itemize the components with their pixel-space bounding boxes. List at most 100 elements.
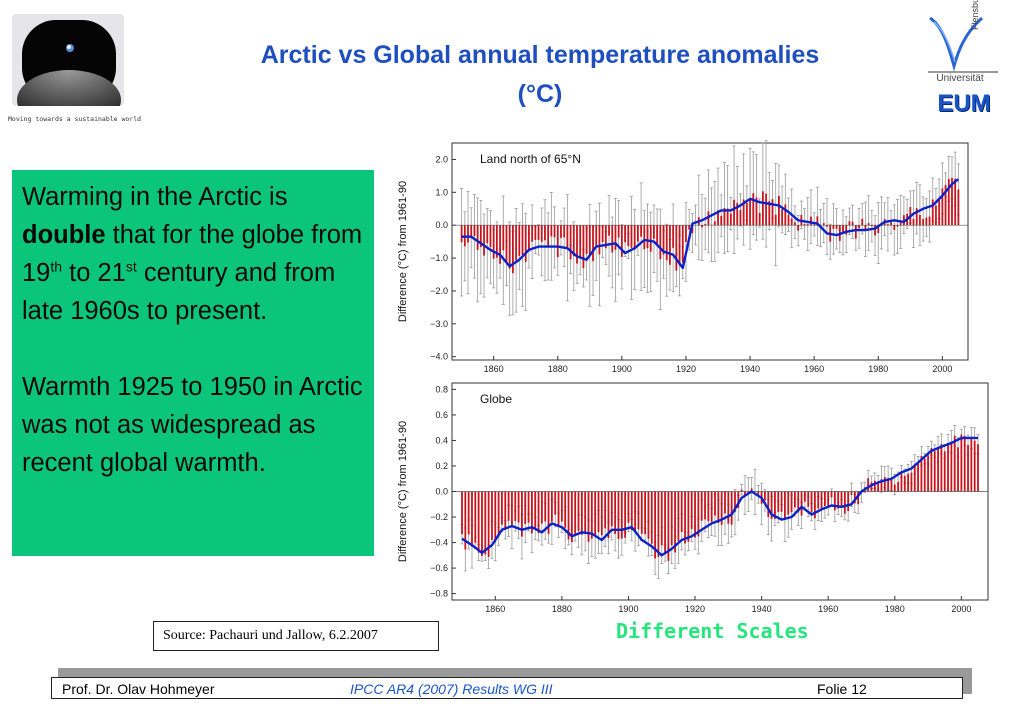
anomaly-bar: [481, 491, 483, 556]
anomaly-bar: [470, 225, 473, 238]
anomaly-bar: [940, 444, 943, 492]
anomaly-bar: [564, 491, 567, 528]
x-tick-label: 1980: [868, 364, 888, 373]
anomaly-bar: [598, 225, 601, 255]
anomaly-bar: [577, 491, 580, 532]
footer-slide-number: Folie 12: [817, 681, 867, 697]
anomaly-bar: [720, 215, 723, 226]
anomaly-bar: [627, 225, 630, 247]
x-tick-label: 1940: [752, 604, 772, 614]
anomaly-bar: [749, 198, 751, 226]
anomaly-bar: [848, 221, 851, 226]
anomaly-bar: [483, 225, 485, 256]
anomaly-bar: [601, 225, 604, 243]
anomaly-bar: [726, 208, 729, 226]
anomaly-bar: [582, 225, 585, 269]
anomaly-bar: [521, 491, 523, 537]
y-tick-label: −4.0: [430, 352, 448, 362]
anomaly-bar: [611, 225, 614, 253]
anomaly-bar: [770, 491, 773, 519]
footer-subtitle: IPCC AR4 (2007) Results WG III: [350, 681, 553, 697]
anomaly-bar: [899, 221, 902, 226]
anomaly-bar: [665, 225, 668, 261]
anomaly-bar: [660, 491, 663, 546]
anomaly-bar: [755, 197, 758, 226]
x-tick-label: 1900: [618, 604, 638, 614]
anomaly-bar: [704, 491, 706, 520]
arctic-chart: −4.0 −3.0 −2.0 −1.0 0.0 1.0 2.0 1860 1880 1900 192…: [397, 139, 969, 374]
anomaly-bar: [515, 225, 517, 261]
arctic-chart-panel: −4.0 −3.0 −2.0 −1.0 0.0 1.0 2.0 1860 1880 1900 192…: [390, 139, 990, 374]
anomaly-bar: [720, 491, 723, 525]
anomaly-bar: [495, 225, 498, 258]
anomaly-bar: [957, 447, 959, 492]
anomaly-bar: [579, 225, 582, 258]
anomaly-bar: [810, 216, 812, 226]
anomaly-bar: [507, 491, 510, 521]
paragraph-arctic-warming: Warming in the Arctic is double that for…: [22, 178, 364, 330]
anomaly-bar: [633, 225, 636, 250]
anomaly-bar: [675, 225, 678, 271]
x-tick-label: 1960: [804, 364, 824, 373]
anomaly-bar: [837, 491, 840, 509]
anomaly-bar: [717, 491, 720, 523]
anomaly-bar: [951, 177, 953, 226]
anomaly-bar: [566, 225, 569, 248]
anomaly-bar: [531, 225, 534, 242]
anomaly-bar: [877, 225, 880, 234]
anomaly-bar: [787, 214, 790, 226]
anomaly-bar: [867, 478, 870, 492]
anomaly-bar: [928, 216, 931, 226]
anomaly-bar: [572, 225, 575, 257]
anomaly-bar: [570, 491, 573, 543]
anomaly-bar: [600, 491, 603, 536]
anomaly-bar: [650, 491, 653, 544]
anomaly-bar: [627, 491, 630, 523]
source-citation: Source: Pachauri und Jallow, 6.2.2007: [153, 621, 439, 651]
anomaly-bar: [900, 471, 903, 492]
anomaly-bar: [550, 225, 553, 237]
anomaly-bar: [947, 179, 950, 226]
anomaly-bar: [544, 491, 547, 522]
anomaly-bar: [614, 491, 617, 534]
anomaly-bar: [930, 448, 933, 492]
page-title: Arctic vs Global annual temperature anom…: [170, 36, 910, 114]
anomaly-bar: [842, 225, 844, 233]
y-tick-label: 1.0: [435, 187, 448, 197]
anomaly-bar: [476, 225, 479, 250]
x-tick-label: 1900: [612, 364, 632, 373]
anomaly-bar: [724, 491, 726, 514]
anomaly-bar: [803, 491, 806, 502]
anomaly-bar: [684, 491, 686, 544]
para1-sup-th: th: [50, 258, 63, 275]
smoothed-series-line: [461, 436, 978, 557]
anomaly-bar: [647, 491, 650, 539]
anomaly-bar: [758, 212, 761, 226]
anomaly-bar: [890, 479, 893, 492]
anomaly-bar: [504, 491, 507, 530]
anomaly-bar: [896, 225, 899, 227]
anomaly-bar: [479, 225, 482, 248]
anomaly-bar: [781, 209, 784, 226]
anomaly-bar: [557, 491, 560, 526]
anomaly-bar: [697, 491, 700, 537]
x-tick-label: 1980: [885, 604, 905, 614]
anomaly-bar: [537, 225, 540, 240]
anomaly-bar: [674, 491, 676, 553]
x-tick-label: 1920: [676, 364, 696, 373]
anomaly-bar: [937, 449, 939, 492]
anomaly-bar: [927, 455, 929, 492]
anomaly-bar: [917, 462, 919, 492]
anomaly-bar: [761, 191, 764, 226]
anomaly-bar: [907, 473, 909, 492]
anomaly-bar: [877, 482, 880, 492]
x-tick-label: 2000: [932, 364, 952, 373]
anomaly-bar: [734, 491, 736, 512]
x-tick-label: 1880: [552, 604, 572, 614]
para1-part-d: century and from late 1960s to present.: [22, 259, 336, 325]
anomaly-bar: [604, 225, 607, 249]
anomaly-bar: [790, 218, 793, 226]
para1-part-c: to 21: [62, 259, 126, 287]
anomaly-bar: [744, 491, 746, 496]
anomaly-bar: [630, 225, 633, 248]
